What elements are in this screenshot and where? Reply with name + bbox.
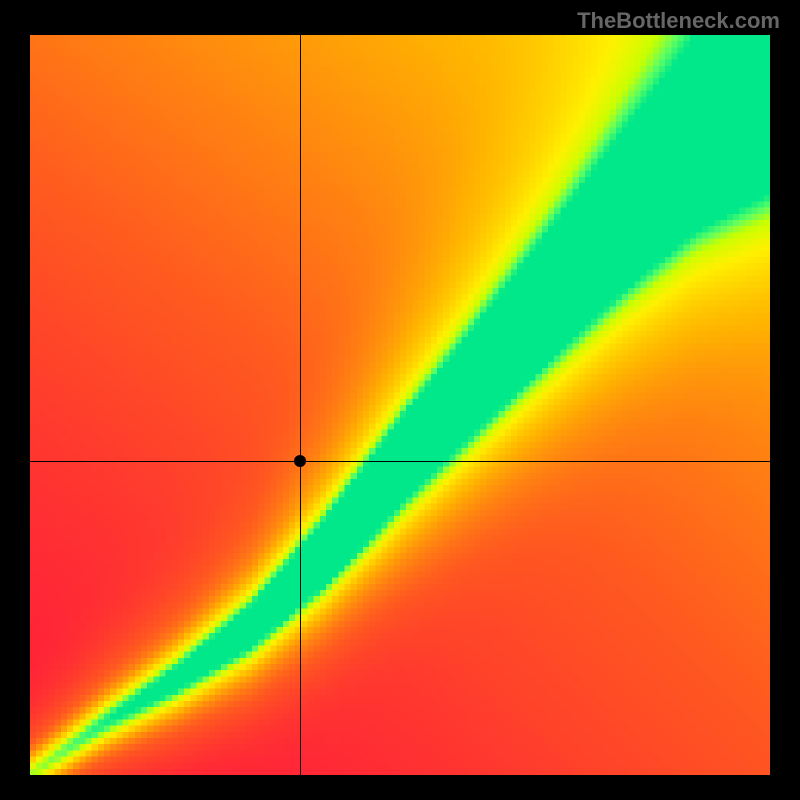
watermark-text: TheBottleneck.com	[577, 8, 780, 34]
chart-plot-area	[30, 35, 770, 775]
crosshair-marker-dot	[294, 455, 306, 467]
crosshair-horizontal-line	[30, 461, 770, 462]
crosshair-vertical-line	[300, 35, 301, 775]
bottleneck-heatmap-canvas	[30, 35, 770, 775]
